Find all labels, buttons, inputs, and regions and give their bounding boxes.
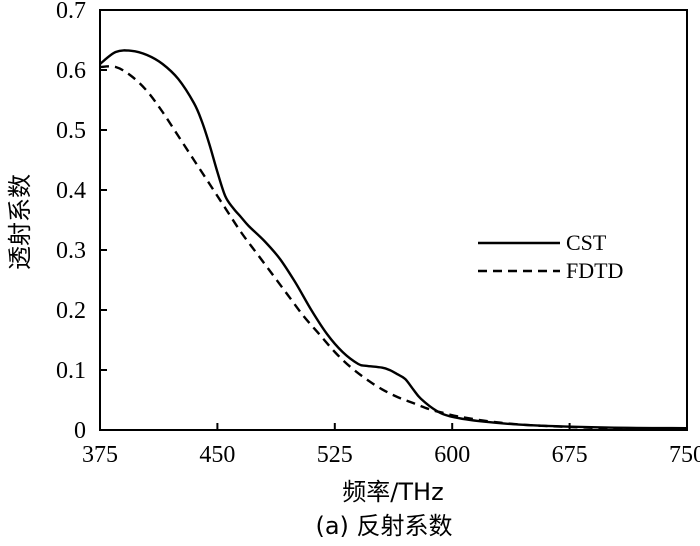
x-tick-label: 375 [82, 442, 118, 468]
y-tick-label: 0.6 [56, 58, 86, 84]
x-tick-label: 600 [434, 442, 470, 468]
y-tick-label: 0.4 [56, 178, 86, 204]
figure-caption: (a) 反射系数 [315, 512, 452, 540]
x-axis-title: 频率/THz [342, 478, 443, 506]
y-tick-label: 0.2 [56, 298, 86, 324]
x-tick-label: 675 [552, 442, 588, 468]
x-tick-label: 525 [317, 442, 353, 468]
series-line-fdtd [99, 65, 688, 430]
legend-label-cst: CST [566, 230, 607, 255]
series-line-cst [99, 49, 688, 430]
y-tick-label: 0.7 [56, 0, 86, 24]
series-group [99, 49, 688, 430]
y-tick-label: 0 [74, 418, 86, 444]
legend: CST FDTD [478, 230, 623, 283]
x-tick-label: 450 [199, 442, 235, 468]
plot-frame [99, 9, 688, 431]
x-tick-label: 750 [669, 442, 700, 468]
y-tick-label: 0.5 [56, 118, 86, 144]
ticks-group: 375 450 525 600 675 750 0 0.1 0.2 0.3 0.4 0.5 0.6 0.7 [56, 0, 700, 468]
y-tick-label: 0.1 [56, 358, 86, 384]
legend-label-fdtd: FDTD [566, 258, 623, 283]
y-tick-label: 0.3 [56, 238, 86, 264]
y-axis-title: 透射系数 [6, 174, 34, 270]
